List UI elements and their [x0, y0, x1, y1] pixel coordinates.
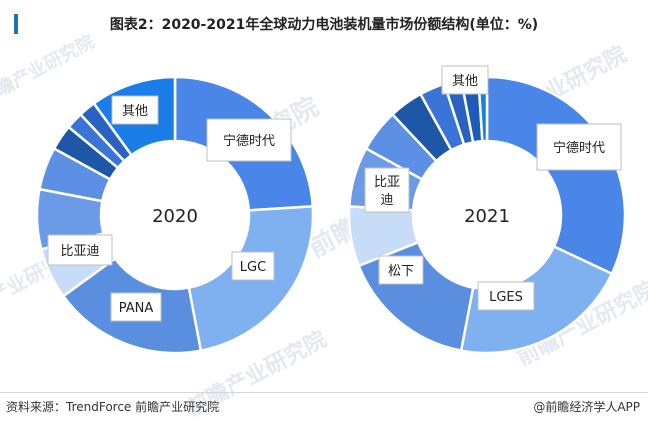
chart-title: 图表2：2020-2021年全球动力电池装机量市场份额结构(单位：%)	[109, 17, 539, 33]
donut-hole	[102, 142, 248, 288]
callout-label: 比亚迪	[60, 244, 99, 259]
source-note: 资料来源：TrendForce 前瞻产业研究院	[6, 400, 220, 414]
donut-chart-2020: 2020 宁德时代 LGC PANA 比亚迪 其他	[35, 75, 315, 355]
credit-note: @前瞻经济学人APP	[533, 400, 640, 414]
callout-label: 松下	[388, 264, 414, 279]
callout-box	[110, 292, 162, 322]
donut-hole	[414, 142, 560, 288]
callout-box	[536, 123, 622, 171]
callout-label: LGES	[489, 290, 523, 305]
callout-label: 宁德时代	[223, 133, 275, 149]
callout-box	[111, 95, 159, 125]
callout-label: 迪	[380, 193, 393, 208]
callout-label: PANA	[119, 301, 154, 316]
callout-label: 比亚	[374, 175, 400, 190]
watermark-text: 前瞻产业研究院	[0, 30, 98, 109]
callout-label: LGC	[240, 260, 266, 275]
callout-box	[206, 118, 292, 162]
callout-box	[231, 251, 275, 281]
callout-label: 其他	[122, 104, 148, 119]
callout-box	[378, 255, 424, 285]
donut-chart-2021: 2021 宁德时代 LGES 松下 比亚迪 其他	[347, 65, 627, 355]
callout-box	[364, 167, 410, 213]
callout-box	[47, 234, 113, 266]
center-year-label: 2021	[464, 206, 510, 227]
callout-box	[477, 281, 535, 311]
title-accent-bar	[14, 14, 18, 34]
callout-label: 宁德时代	[553, 140, 605, 156]
callout-box	[441, 65, 489, 95]
donut-segment-LGES	[459, 244, 614, 355]
callout-label: 其他	[452, 74, 478, 89]
footer-divider	[0, 392, 648, 393]
center-year-label: 2020	[152, 206, 198, 227]
